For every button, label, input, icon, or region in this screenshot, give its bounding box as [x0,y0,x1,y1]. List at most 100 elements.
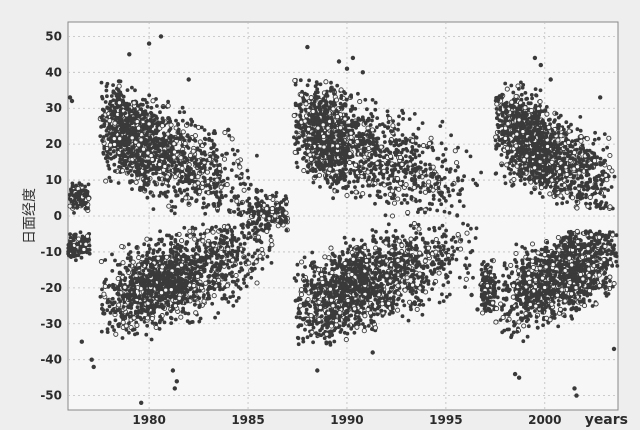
data-point [120,149,125,154]
data-point [104,128,109,133]
data-point [207,279,211,284]
data-point [353,195,358,200]
data-point [272,213,278,219]
data-point [185,248,189,253]
data-point [225,241,229,246]
data-point [447,211,452,215]
data-point [327,166,333,172]
data-point [349,167,353,172]
data-point [164,174,170,180]
data-point [247,202,252,206]
data-point [283,210,289,216]
data-point [295,165,300,170]
data-point [145,323,150,328]
data-point [178,155,184,161]
data-point [268,237,274,244]
data-point [118,104,122,109]
data-point [84,233,91,239]
data-point [323,106,328,111]
data-point [461,204,466,209]
data-point [259,227,264,232]
data-point [105,94,109,99]
data-point [362,150,366,154]
data-point [316,172,323,178]
data-point [218,227,223,232]
data-point [212,202,217,206]
data-point [147,256,152,261]
data-point [148,274,153,279]
data-point [100,94,104,99]
data-point [242,255,247,260]
data-point [188,136,193,141]
data-point [439,202,444,207]
data-point [140,163,145,168]
data-point [236,296,241,300]
data-point [404,154,408,159]
data-point [390,196,394,201]
data-point [134,322,140,328]
data-point [171,149,178,155]
data-point [422,189,428,195]
data-point [410,177,414,181]
data-point [162,163,168,170]
data-point [323,160,327,165]
data-point [146,243,151,248]
data-point [237,176,242,181]
data-point [179,190,184,195]
data-point [128,299,133,303]
data-point [141,151,146,156]
data-point [200,238,206,244]
data-point [136,158,141,163]
data-point [321,144,327,150]
data-point [353,106,358,111]
data-point [157,247,162,252]
data-point [344,97,349,102]
data-point [207,275,211,279]
data-point [118,310,123,315]
data-point [330,119,335,124]
data-point [77,181,82,186]
data-point [176,122,181,127]
data-point [221,287,225,291]
data-point [246,252,251,257]
data-point [149,311,154,315]
data-point [99,125,103,129]
data-point [226,300,231,304]
data-point [181,151,186,156]
data-point [402,198,407,202]
data-point [214,236,219,240]
data-point [118,262,122,267]
data-point [199,125,204,130]
data-point [367,163,372,168]
data-point [332,179,337,184]
data-point [296,140,300,145]
data-point [116,181,121,185]
data-point [454,160,460,166]
data-point [155,271,160,276]
data-point [169,316,174,321]
data-point [133,267,138,272]
data-point [259,188,264,193]
data-point [234,239,239,243]
data-point [78,230,83,235]
data-point [330,106,336,112]
data-point [347,155,351,160]
data-point [144,332,149,337]
data-point [233,272,239,279]
data-point [176,295,182,301]
data-point [235,158,241,164]
data-point [149,167,154,171]
data-point [352,179,356,184]
data-point [235,149,240,153]
data-point [378,154,383,159]
data-point [69,199,74,204]
data-point [412,174,417,178]
data-point [159,239,164,244]
data-point [343,163,347,168]
data-point [156,147,161,152]
data-point [179,281,184,286]
data-point [264,228,270,234]
data-point [110,252,114,257]
data-point [417,153,422,158]
data-point [110,109,115,114]
